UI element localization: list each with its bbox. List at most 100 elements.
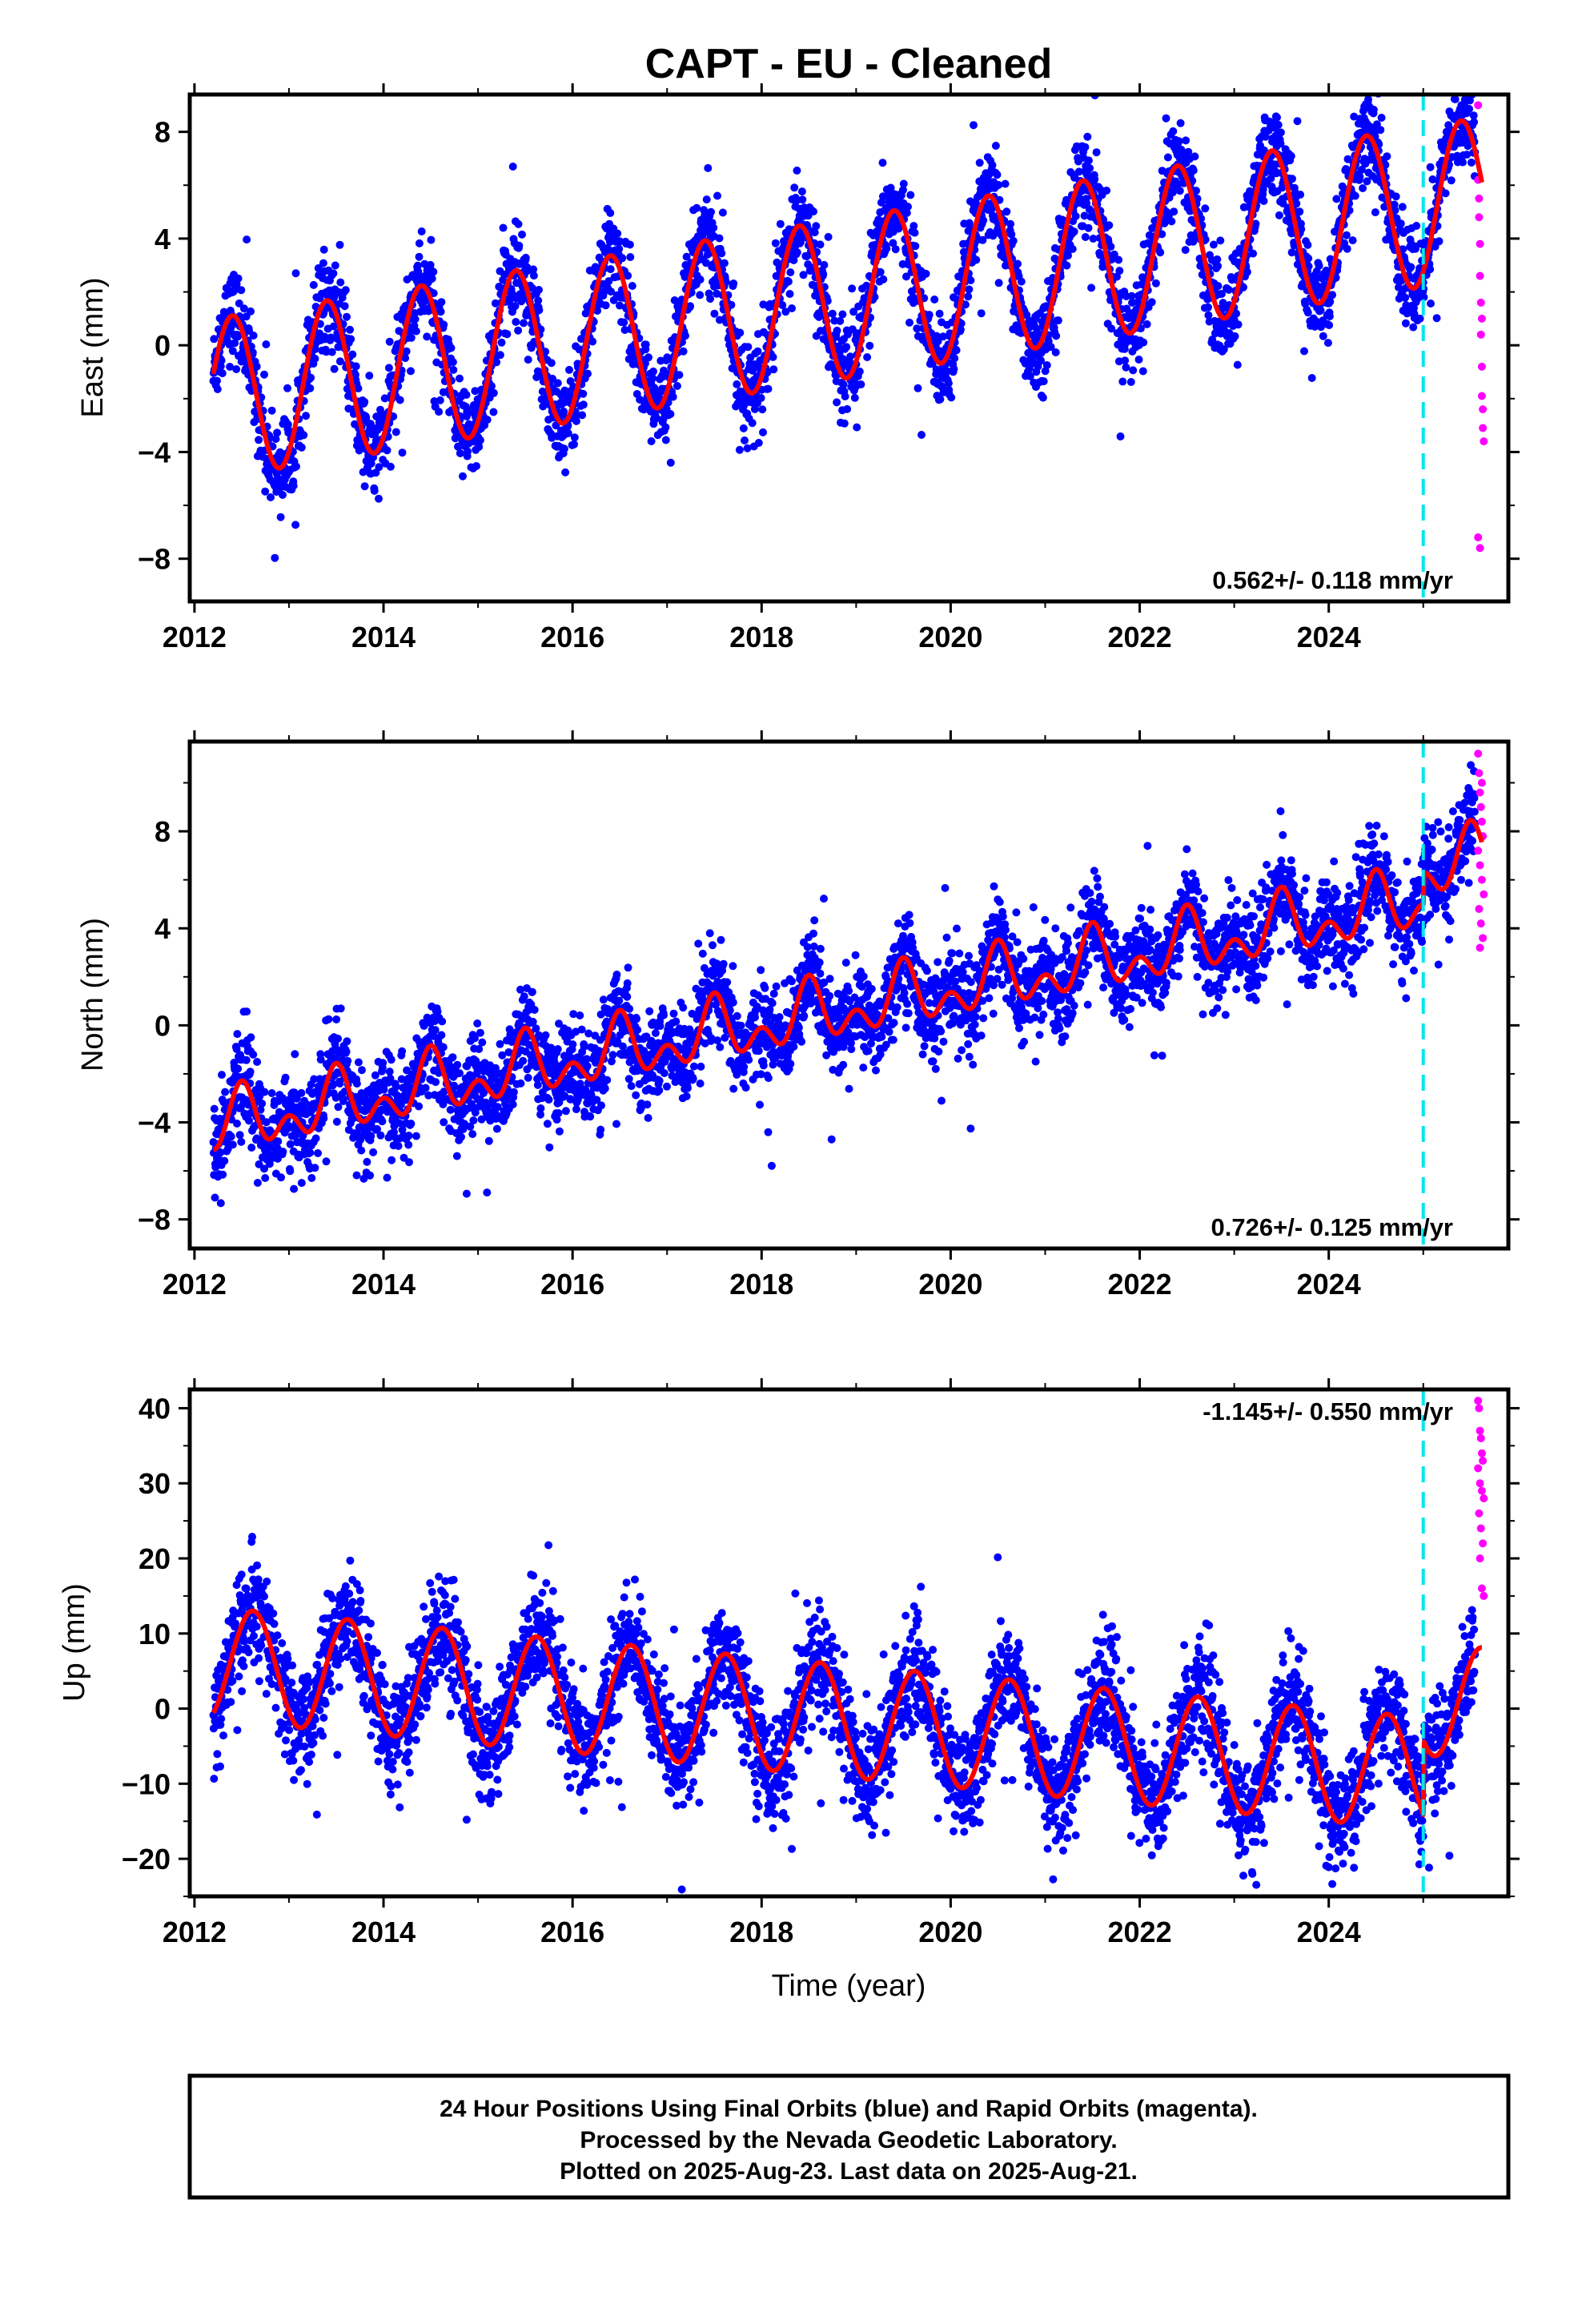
east-final-orbit-point	[625, 240, 634, 249]
east-final-orbit-point	[1009, 236, 1018, 245]
east-final-orbit-point	[553, 379, 562, 388]
east-final-orbit-point	[302, 412, 311, 420]
east-final-orbit-point	[1359, 184, 1367, 192]
east-final-orbit-point	[693, 203, 701, 212]
east-final-orbit-point	[1304, 254, 1313, 263]
east-final-orbit-point	[977, 309, 986, 318]
east-final-orbit-point	[570, 433, 579, 442]
east-y-axis-label: East (mm)	[76, 277, 110, 417]
east-final-orbit-point	[947, 393, 956, 402]
east-final-orbit-point	[1441, 189, 1450, 198]
east-final-orbit-point	[335, 357, 344, 366]
east-final-orbit-point	[1070, 227, 1078, 236]
east-final-orbit-point	[1231, 332, 1239, 340]
east-final-orbit-point	[1295, 207, 1304, 216]
east-final-orbit-point	[1273, 113, 1281, 122]
east-final-orbit-point	[820, 260, 829, 269]
north-final-orbit-point	[404, 1140, 413, 1149]
east-final-orbit-point	[905, 318, 913, 327]
east-final-orbit-point	[415, 252, 424, 261]
east-final-orbit-point	[788, 304, 796, 312]
north-final-orbit-point	[291, 1050, 299, 1059]
east-rapid-orbit-point	[1480, 437, 1488, 446]
east-final-orbit-point	[1139, 338, 1148, 347]
east-final-orbit-point	[771, 239, 780, 247]
east-final-orbit-point	[514, 219, 523, 228]
east-final-orbit-point	[606, 209, 615, 217]
east-final-orbit-point	[579, 389, 588, 398]
east-final-orbit-point	[488, 382, 496, 391]
north-final-orbit-point	[297, 1179, 306, 1188]
east-final-orbit-point	[346, 325, 354, 334]
figure-title: CAPT - EU - Cleaned	[645, 41, 1053, 87]
east-final-orbit-point	[978, 235, 987, 244]
east-final-orbit-point	[808, 280, 817, 289]
north-final-orbit-point	[448, 1053, 457, 1062]
east-final-orbit-point	[518, 230, 526, 239]
east-rate-label: 0.562+/- 0.118 mm/yr	[1212, 566, 1453, 594]
north-plot-area	[209, 742, 1488, 1248]
east-final-orbit-point	[561, 468, 570, 476]
north-final-orbit-point	[311, 1134, 320, 1143]
east-final-orbit-point	[879, 275, 888, 283]
east-final-orbit-point	[210, 335, 219, 344]
east-final-orbit-point	[565, 365, 573, 374]
east-final-orbit-point	[739, 424, 748, 432]
east-final-orbit-point	[966, 276, 975, 284]
east-final-orbit-point	[1319, 332, 1327, 340]
east-final-orbit-point	[704, 163, 713, 172]
east-final-orbit-point	[1064, 251, 1072, 260]
north-final-orbit-point	[469, 1116, 478, 1125]
east-final-orbit-point	[710, 309, 719, 318]
east-final-orbit-point	[1089, 235, 1098, 243]
east-final-orbit-point	[243, 235, 251, 244]
east-final-orbit-point	[1006, 219, 1015, 228]
north-final-orbit-point	[431, 1026, 440, 1035]
east-final-orbit-point	[1105, 221, 1114, 230]
east-final-orbit-point	[749, 366, 757, 375]
north-final-orbit-point	[221, 1088, 230, 1096]
east-final-orbit-point	[652, 414, 661, 423]
east-final-orbit-point	[816, 240, 825, 249]
east-final-orbit-point	[483, 416, 492, 424]
east-final-orbit-point	[842, 343, 851, 352]
east-final-orbit-point	[252, 362, 261, 371]
east-final-orbit-point	[1315, 261, 1323, 270]
north-final-orbit-point	[324, 1015, 333, 1023]
east-final-orbit-point	[759, 428, 767, 436]
north-final-orbit-point	[404, 1132, 413, 1140]
east-final-orbit-point	[234, 274, 243, 283]
east-final-orbit-point	[289, 481, 298, 490]
east-y-tick-label: −8	[138, 543, 171, 576]
east-final-orbit-point	[741, 436, 749, 444]
east-final-orbit-point	[944, 379, 953, 388]
east-final-orbit-point	[1002, 207, 1011, 216]
north-final-orbit-point	[432, 1078, 440, 1087]
north-final-orbit-point	[352, 1171, 361, 1180]
east-final-orbit-point	[1316, 306, 1325, 315]
east-final-orbit-point	[1470, 118, 1479, 127]
north-final-orbit-point	[520, 992, 528, 1001]
east-final-orbit-point	[1174, 137, 1183, 146]
east-final-orbit-point	[271, 435, 280, 444]
east-final-orbit-point	[499, 223, 508, 232]
north-final-orbit-point	[387, 1055, 396, 1064]
east-final-orbit-point	[939, 332, 948, 341]
east-final-orbit-point	[1274, 120, 1283, 129]
east-final-orbit-point	[848, 284, 857, 293]
east-final-orbit-point	[564, 429, 572, 437]
east-final-orbit-point	[1325, 312, 1334, 320]
east-final-orbit-point	[375, 494, 383, 503]
east-final-orbit-point	[1332, 195, 1341, 203]
east-final-orbit-point	[343, 312, 351, 321]
east-final-orbit-point	[297, 443, 306, 452]
east-final-orbit-point	[616, 301, 624, 310]
east-final-orbit-point	[1084, 223, 1093, 232]
east-final-orbit-point	[436, 308, 445, 316]
east-final-orbit-point	[1435, 237, 1443, 246]
east-final-orbit-point	[758, 405, 767, 414]
east-final-orbit-point	[701, 259, 710, 267]
east-final-orbit-point	[1296, 191, 1305, 199]
east-final-orbit-point	[429, 267, 438, 276]
east-final-orbit-point	[593, 307, 602, 315]
